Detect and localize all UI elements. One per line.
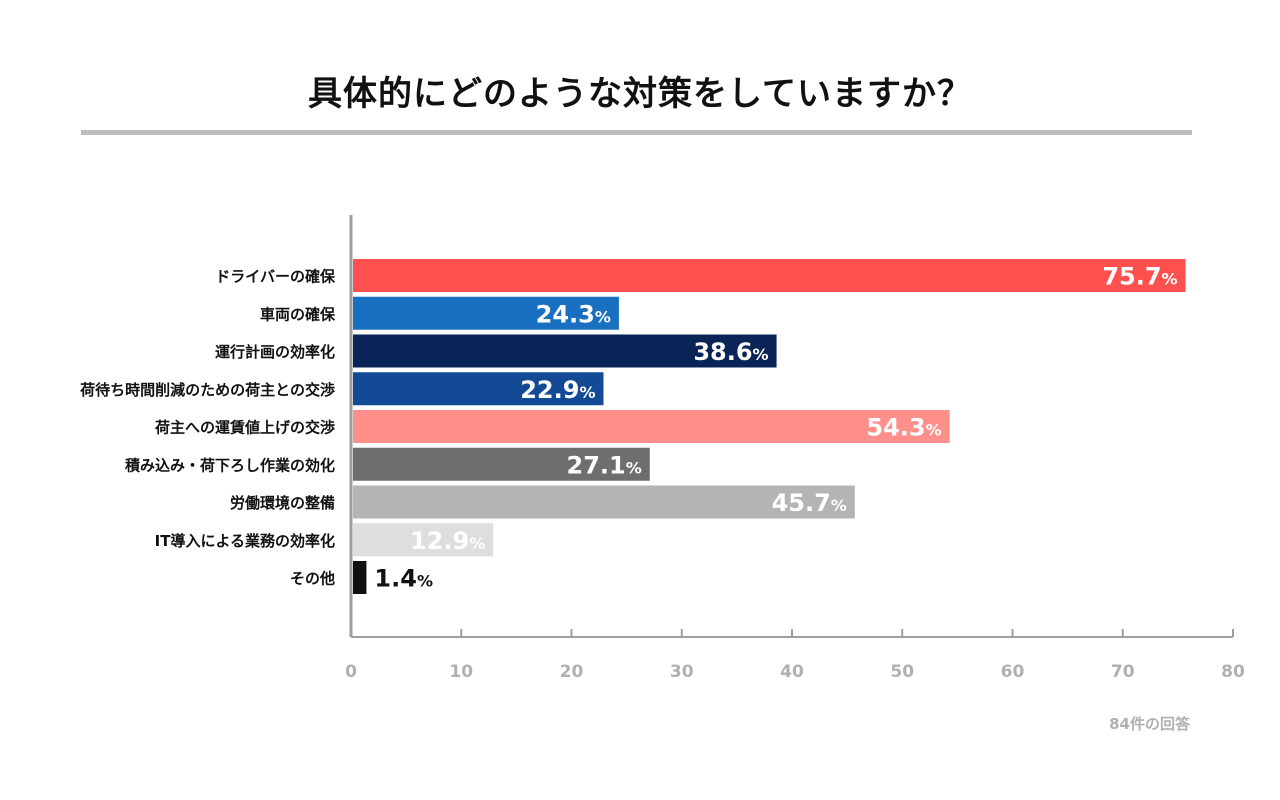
bars-layer xyxy=(353,259,1186,594)
bar-8 xyxy=(353,523,494,557)
x-tick-label: 60 xyxy=(1001,662,1025,682)
x-tick-label: 0 xyxy=(345,662,357,682)
category-label: 労働環境の整備 xyxy=(230,494,335,512)
value-number: 24.3 xyxy=(536,300,595,328)
value-unit: % xyxy=(469,534,485,553)
bar-7 xyxy=(353,485,855,519)
category-label: 車両の確保 xyxy=(260,305,336,323)
value-unit: % xyxy=(831,496,847,515)
value-label: 1.4% xyxy=(374,565,433,593)
x-tick-label: 80 xyxy=(1221,662,1245,682)
bar-2 xyxy=(353,296,619,330)
category-label: その他 xyxy=(290,570,335,588)
value-number: 75.7 xyxy=(1102,263,1161,291)
category-label: 荷待ち時間削減のための荷主との交渉 xyxy=(80,381,335,399)
value-number: 27.1 xyxy=(567,451,626,479)
category-label: ドライバーの確保 xyxy=(215,268,336,286)
bar-6 xyxy=(353,447,650,481)
category-label: 運行計画の効率化 xyxy=(215,343,335,361)
x-tick-label: 10 xyxy=(449,662,473,682)
x-tick-label: 20 xyxy=(560,662,584,682)
x-tick-label: 30 xyxy=(670,662,694,682)
value-label: 24.3% xyxy=(536,300,611,328)
chart-title: 具体的にどのような対策をしていますか？ xyxy=(308,74,972,114)
bar-4 xyxy=(353,372,604,406)
bar-9 xyxy=(353,561,367,594)
value-label: 75.7% xyxy=(1102,263,1177,291)
bar-5 xyxy=(353,410,950,443)
response-count: 84件の回答 xyxy=(1109,715,1190,733)
x-tick-label: 50 xyxy=(890,662,914,682)
value-number: 1.4 xyxy=(374,565,417,593)
value-unit: % xyxy=(753,345,769,364)
x-tick-label: 70 xyxy=(1111,662,1135,682)
value-unit: % xyxy=(579,383,595,402)
title-divider xyxy=(81,130,1192,135)
axis-layer: 0 10 20 30 40 50 60 70 80 xyxy=(345,215,1245,682)
value-label: 22.9% xyxy=(520,376,595,404)
category-label: 積み込み・荷下ろし作業の効化 xyxy=(124,456,335,474)
labels-layer: ドライバーの確保 75.7% 車両の確保 24.3% 運行計画の効率化 38.6% 荷待ち時… xyxy=(80,263,1177,593)
bar-1 xyxy=(353,259,1186,292)
value-label: 38.6% xyxy=(693,338,768,366)
value-number: 22.9 xyxy=(520,376,579,404)
value-number: 45.7 xyxy=(772,489,831,517)
x-tick-label: 40 xyxy=(780,662,804,682)
value-label: 12.9% xyxy=(410,527,485,555)
value-number: 54.3 xyxy=(866,414,925,442)
value-number: 38.6 xyxy=(693,338,752,366)
category-label: IT導入による業務の効率化 xyxy=(155,532,335,550)
value-unit: % xyxy=(595,307,611,326)
value-label: 45.7% xyxy=(772,489,847,517)
value-unit: % xyxy=(417,572,433,591)
value-unit: % xyxy=(1162,270,1178,289)
value-unit: % xyxy=(926,421,942,440)
value-number: 12.9 xyxy=(410,527,469,555)
category-label: 荷主への運賃値上げの交渉 xyxy=(155,419,335,437)
bar-3 xyxy=(353,334,777,368)
value-label: 54.3% xyxy=(866,414,941,442)
value-label: 27.1% xyxy=(567,451,642,479)
value-unit: % xyxy=(626,458,642,477)
